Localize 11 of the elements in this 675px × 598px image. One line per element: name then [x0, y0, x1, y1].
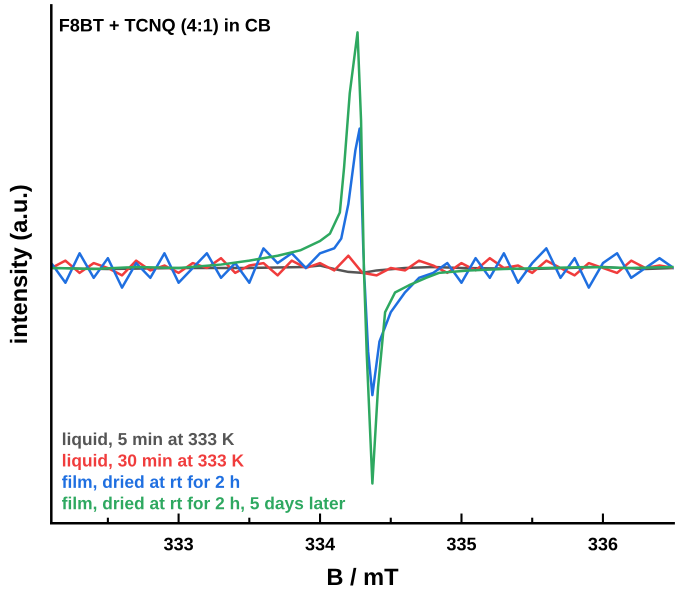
text: liquid, 5 min at 333 K [62, 432, 234, 449]
chart-title: F8BT + TCNQ (4:1) in CB [60, 18, 270, 36]
x-tick-label: 334 [305, 538, 336, 550]
x-tick-label: 336 [588, 538, 618, 550]
x-axis-title: B / mT [328, 568, 398, 586]
x-tick-label: 335 [446, 538, 476, 550]
text: film, dried at rt for 2 h [62, 475, 240, 491]
series-label: film, dried at rt for 2 h, 5 days later [62, 496, 346, 513]
x-tick-label: 333 [164, 538, 194, 550]
text: liquid, 30 min at 333 K [62, 454, 244, 470]
y-axis-title: intensity (a.u.) [10, 185, 32, 343]
